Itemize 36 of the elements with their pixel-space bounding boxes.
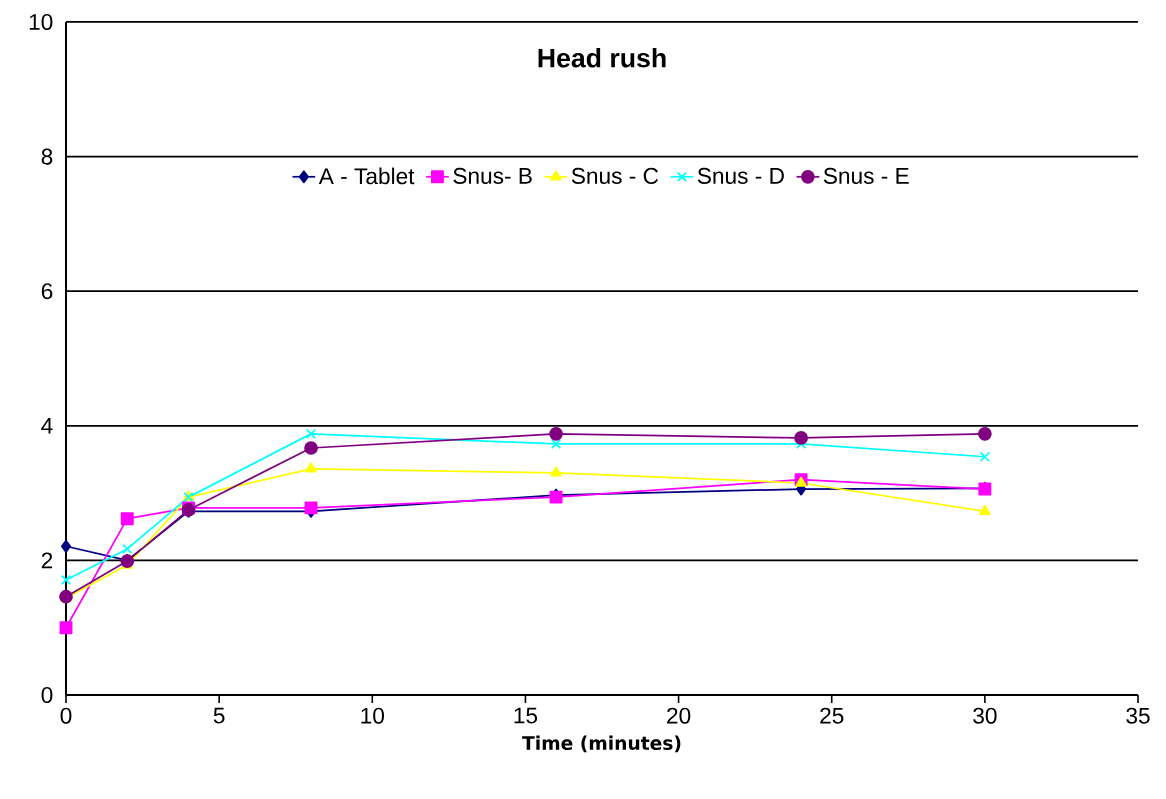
x-tick-label: 15 bbox=[514, 707, 538, 724]
legend-label: A - Tablet bbox=[318, 167, 415, 185]
y-tick-label: 8 bbox=[41, 148, 53, 165]
point bbox=[305, 462, 317, 473]
x-tick-label: 5 bbox=[213, 707, 225, 724]
point bbox=[60, 539, 72, 553]
legend-label: Snus - E bbox=[823, 167, 909, 184]
x-tick-label: 25 bbox=[820, 707, 844, 724]
legend-label: Snus - D bbox=[697, 167, 784, 184]
point bbox=[304, 441, 318, 455]
legend-label: Snus- B bbox=[453, 167, 532, 184]
point bbox=[550, 466, 562, 477]
point bbox=[794, 431, 808, 445]
point bbox=[549, 427, 563, 441]
x-axis-title: Time (minutes) bbox=[522, 735, 681, 753]
y-tick-label: 4 bbox=[41, 417, 53, 434]
y-tick-label: 6 bbox=[41, 283, 53, 300]
y-tick-label: 10 bbox=[29, 13, 53, 31]
x-tick-label: 10 bbox=[361, 707, 385, 724]
y-tick-label: 0 bbox=[41, 686, 53, 704]
point bbox=[550, 438, 562, 450]
x-tick-label: 0 bbox=[60, 707, 72, 724]
x-tick-label: 30 bbox=[973, 707, 997, 724]
point bbox=[120, 512, 134, 526]
text: Head rush bbox=[538, 47, 666, 68]
point bbox=[979, 451, 990, 462]
x-tick-label: 35 bbox=[1126, 707, 1150, 724]
legend-label: Snus - C bbox=[571, 167, 659, 184]
point bbox=[122, 543, 133, 555]
point bbox=[60, 574, 72, 586]
point bbox=[59, 621, 73, 635]
x-tick-label: 20 bbox=[667, 707, 691, 724]
point bbox=[305, 428, 317, 439]
y-tick-label: 2 bbox=[41, 552, 53, 569]
point bbox=[978, 427, 992, 441]
point bbox=[979, 504, 991, 515]
